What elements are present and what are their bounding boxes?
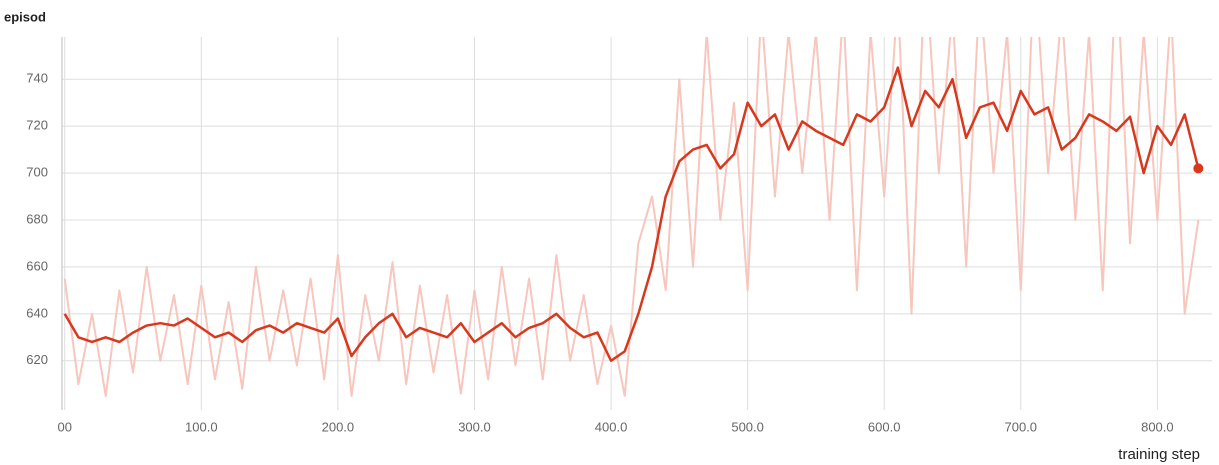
y-tick-label: 660: [26, 258, 48, 273]
y-tick-label: 680: [26, 211, 48, 226]
series-line: [63, 66, 1200, 362]
x-tick-label: 500.0: [731, 419, 764, 434]
y-tick-label: 700: [26, 165, 48, 180]
y-tick-label: 640: [26, 305, 48, 320]
x-tick-label: 300.0: [458, 419, 491, 434]
y-tick-label: 620: [26, 352, 48, 367]
chart-title: episod: [4, 9, 46, 24]
x-axis-label: training step: [1118, 446, 1200, 463]
x-tick-label: 800.0: [1141, 419, 1174, 434]
x-tick-label: 400.0: [595, 419, 628, 434]
end-point: [1193, 163, 1204, 174]
series-line: [63, 37, 1200, 397]
x-tick-label: 200.0: [322, 419, 355, 434]
x-tick-label: 700.0: [1005, 419, 1038, 434]
x-tick-label: 00: [57, 419, 71, 434]
x-tick-label: 600.0: [868, 419, 901, 434]
y-tick-label: 740: [26, 71, 48, 86]
x-tick-label: 100.0: [185, 419, 218, 434]
y-tick-label: 720: [26, 118, 48, 133]
